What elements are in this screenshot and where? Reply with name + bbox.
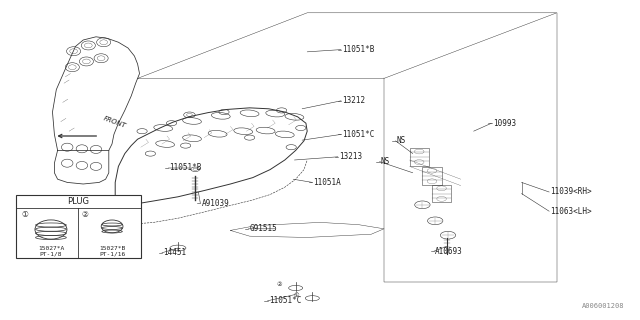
Text: 10993: 10993 xyxy=(493,119,516,128)
Text: ②: ② xyxy=(82,210,88,219)
Text: 11051*B: 11051*B xyxy=(342,45,375,54)
Text: A10693: A10693 xyxy=(435,247,463,256)
Text: NS: NS xyxy=(397,136,406,145)
Text: 11051A: 11051A xyxy=(314,178,341,187)
Text: FRONT: FRONT xyxy=(102,116,127,130)
Text: ①: ① xyxy=(294,292,299,298)
Text: ①: ① xyxy=(21,210,28,219)
Bar xyxy=(432,185,451,203)
Text: 13212: 13212 xyxy=(342,96,365,105)
Text: A91039: A91039 xyxy=(202,199,229,208)
Bar xyxy=(422,167,442,185)
Text: 11051*C: 11051*C xyxy=(269,296,301,305)
Text: 15027*A
PT-1/8: 15027*A PT-1/8 xyxy=(38,246,64,257)
Bar xyxy=(410,148,429,166)
Text: G91515: G91515 xyxy=(250,224,277,233)
Text: PLUG: PLUG xyxy=(67,197,90,206)
Text: A006001208: A006001208 xyxy=(582,303,624,309)
Text: ②: ② xyxy=(277,282,282,287)
Text: 14451: 14451 xyxy=(163,248,186,257)
Text: 15027*B
PT-1/16: 15027*B PT-1/16 xyxy=(99,246,125,257)
Text: 11063<LH>: 11063<LH> xyxy=(550,207,592,216)
Text: NS: NS xyxy=(381,157,390,166)
Text: 11051*B: 11051*B xyxy=(170,164,202,172)
Text: 11039<RH>: 11039<RH> xyxy=(550,188,592,196)
Text: 13213: 13213 xyxy=(339,152,362,161)
Bar xyxy=(16,195,141,258)
Text: 11051*C: 11051*C xyxy=(342,130,375,139)
